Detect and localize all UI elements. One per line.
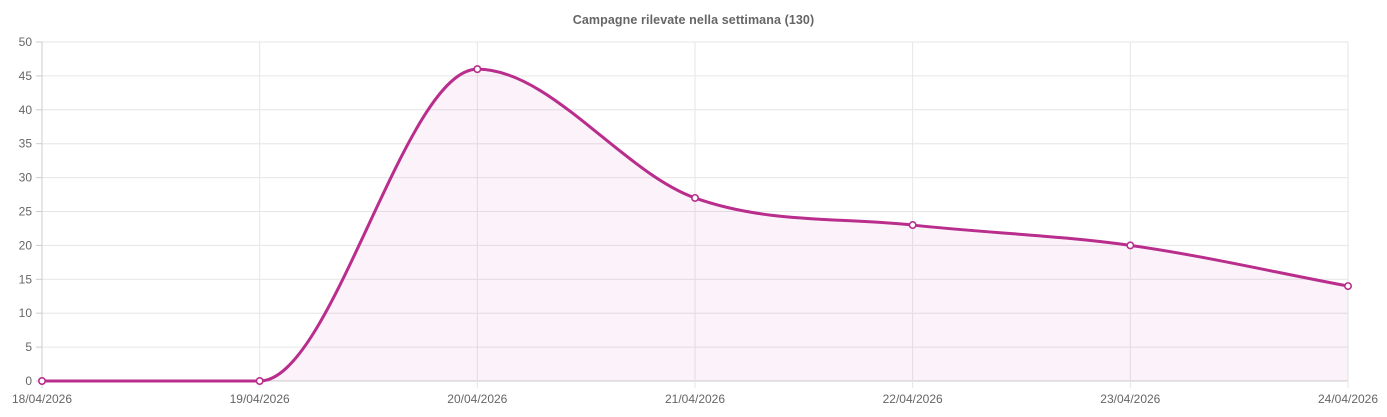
y-tick-label: 10 bbox=[19, 306, 33, 320]
x-tick-label: 24/04/2026 bbox=[1318, 392, 1378, 406]
chart-title: Campagne rilevate nella settimana (130) bbox=[572, 13, 815, 27]
y-tick-label: 50 bbox=[19, 35, 33, 49]
y-tick-label: 35 bbox=[19, 137, 33, 151]
y-tick-label: 5 bbox=[25, 340, 32, 354]
data-point-marker[interactable] bbox=[473, 65, 482, 74]
x-tick-label: 21/04/2026 bbox=[665, 392, 725, 406]
data-point-marker[interactable] bbox=[1126, 241, 1135, 250]
y-tick-label: 15 bbox=[19, 272, 33, 286]
series-line bbox=[40, 67, 1350, 383]
x-tick-label: 18/04/2026 bbox=[12, 392, 72, 406]
y-tick-label: 45 bbox=[19, 69, 33, 83]
x-tick-label: 20/04/2026 bbox=[447, 392, 507, 406]
y-tick-label: 40 bbox=[19, 103, 33, 117]
x-tick-label: 23/04/2026 bbox=[1100, 392, 1160, 406]
y-tick-label: 30 bbox=[19, 171, 33, 185]
data-point-marker[interactable] bbox=[1344, 282, 1353, 291]
data-point-marker[interactable] bbox=[690, 193, 699, 202]
data-point-marker[interactable] bbox=[37, 376, 46, 385]
data-point-marker[interactable] bbox=[255, 376, 264, 385]
data-point-marker[interactable] bbox=[908, 221, 917, 230]
x-tick-label: 22/04/2026 bbox=[883, 392, 943, 406]
x-tick-label: 19/04/2026 bbox=[230, 392, 290, 406]
series-area bbox=[42, 69, 1348, 382]
y-tick-label: 0 bbox=[25, 374, 32, 388]
y-tick-label: 25 bbox=[19, 205, 33, 219]
y-tick-label: 20 bbox=[19, 238, 33, 252]
